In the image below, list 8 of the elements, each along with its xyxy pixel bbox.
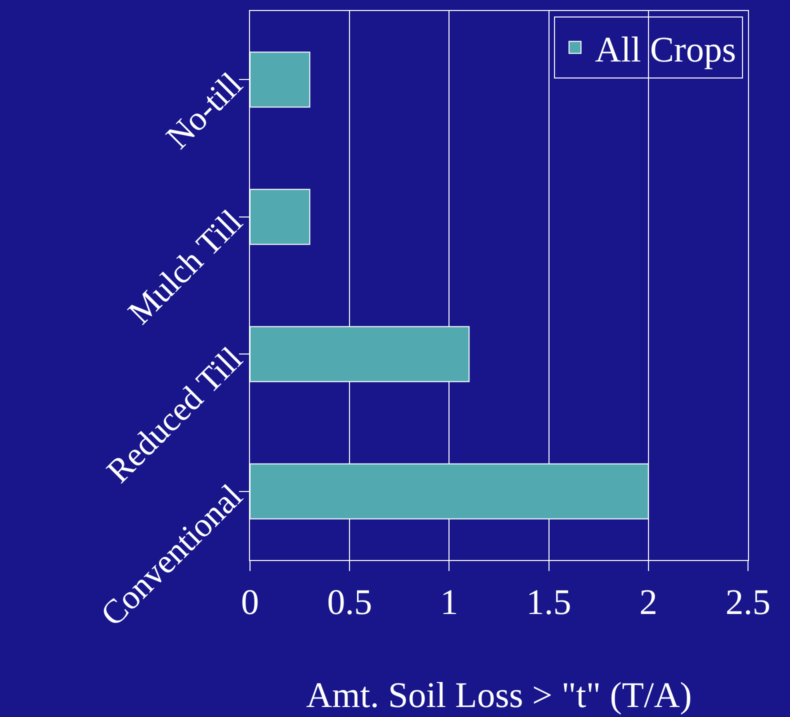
legend-label: All Crops	[595, 29, 736, 70]
x-tick-label: 2.5	[726, 582, 770, 622]
x-axis-title: Amt. Soil Loss > "t" (T/A)	[306, 674, 692, 715]
x-tick-label: 2	[639, 582, 658, 622]
x-tick-label: 1	[440, 582, 458, 622]
x-tick-label: 1.5	[526, 582, 572, 622]
x-tick-label: 0.5	[327, 582, 372, 622]
x-tick-label: 0	[241, 582, 259, 622]
